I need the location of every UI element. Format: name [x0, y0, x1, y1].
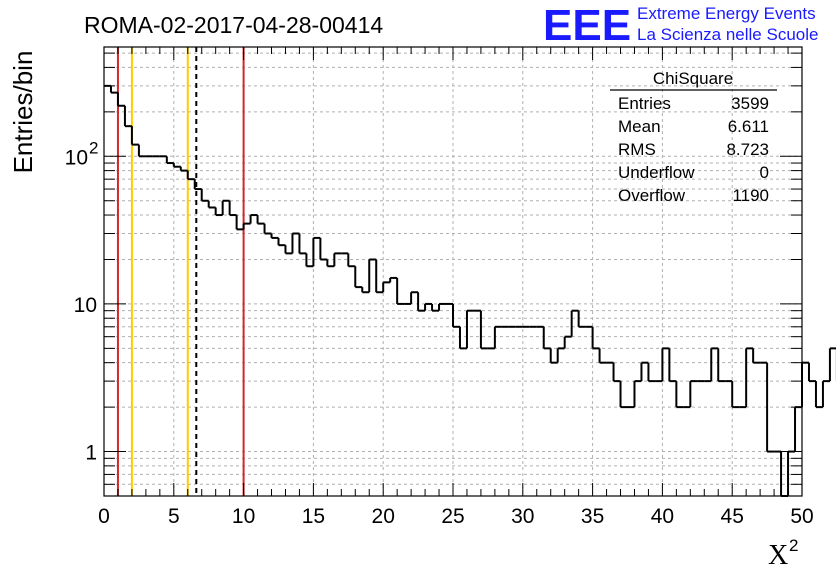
stats-title: ChiSquare: [653, 69, 733, 88]
y-axis-label: Entries/bin: [8, 51, 38, 174]
stats-row-label: Overflow: [618, 186, 686, 205]
x-tick-label: 20: [372, 505, 395, 528]
x-tick-label: 35: [581, 505, 604, 528]
grid-lines: [104, 47, 802, 496]
stats-row-value: 3599: [731, 94, 769, 113]
stats-row-value: 8.723: [726, 140, 769, 159]
stats-row-value: 6.611: [728, 117, 769, 136]
x-tick-label: 45: [721, 505, 744, 528]
x-tick-label: 5: [168, 505, 180, 528]
x-tick-labels: 0 5 10 15 20 25 30 35 40 45 50: [98, 505, 814, 528]
axis-ticks: [103, 47, 803, 497]
stats-row-label: Underflow: [618, 163, 695, 182]
x-axis-label-symbol: X: [768, 540, 788, 571]
stats-rows: Entries 3599 Mean 6.611 RMS 8.723 Underflow 0 Ov…: [618, 94, 769, 205]
x-tick-label: 50: [790, 505, 813, 528]
x-tick-label: 0: [98, 505, 110, 528]
x-tick-label: 25: [441, 505, 464, 528]
eee-logo: EEE Extreme Energy Events La Scienza nel…: [543, 1, 818, 50]
reference-lines: [116, 47, 245, 496]
x-axis-label: X 2: [768, 536, 798, 571]
run-title: ROMA-02-2017-04-28-00414: [84, 12, 383, 38]
x-tick-label: 15: [302, 505, 325, 528]
stats-row-value: 1190: [732, 186, 769, 205]
y-tick-label: 1: [85, 442, 97, 465]
histogram-bars: [104, 84, 836, 497]
x-tick-label: 10: [232, 505, 255, 528]
stats-row-label: Mean: [618, 117, 661, 136]
stats-row-label: RMS: [618, 140, 656, 159]
logo-line2: La Scienza nelle Scuole: [637, 25, 818, 44]
y-tick-label: 10: [65, 146, 88, 169]
stats-row-value: 0: [760, 163, 769, 182]
y-tick-label-exponent: 2: [89, 138, 98, 157]
stats-row-label: Entries: [618, 94, 671, 113]
logo-letters: EEE: [543, 1, 631, 50]
x-tick-label: 40: [651, 505, 674, 528]
logo-line1: Extreme Energy Events: [637, 4, 816, 23]
x-tick-label: 30: [511, 505, 534, 528]
stats-box: ChiSquare Entries 3599 Mean 6.611 RMS 8.723 Un…: [610, 69, 777, 205]
y-tick-label: 10: [74, 294, 97, 317]
x-axis-label-superscript: 2: [789, 536, 798, 555]
